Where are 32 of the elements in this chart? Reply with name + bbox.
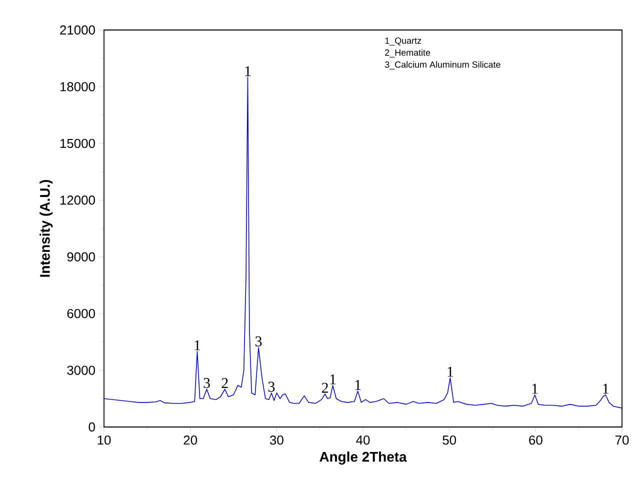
annotation: 2 [222,378,228,388]
annotation: 1 [448,366,454,377]
annotation: 3 [268,382,275,392]
x-tick-label: 50 [442,436,456,445]
y-tick-label: 3000 [67,366,95,375]
y-tick-label: 0 [88,422,95,432]
annotation: 3 [256,336,262,346]
annotation: 1 [330,374,336,384]
annotation: 1 [194,340,200,350]
annotation: 1_Quartz [385,37,422,46]
y-tick-label: 15000 [60,138,95,148]
annotation: 3 [204,378,210,388]
annotation: 1 [532,384,538,394]
y-tick-label: 12000 [60,196,95,205]
x-tick-label: 60 [529,436,542,445]
annotation: 1 [603,384,608,394]
y-tick-label: 18000 [60,82,95,92]
y-tick-label: 21000 [60,25,95,35]
annotation: 2 [322,382,328,393]
x-tick-label: 30 [270,436,284,445]
y-axis-title: Intensity (A.U.) [40,180,53,277]
y-tick-label: 6000 [67,308,95,318]
x-tick-label: 10 [98,436,111,445]
x-tick-label: 40 [356,436,370,445]
x-tick-label: 70 [615,436,629,445]
annotation: 3_Calcium Aluminum Silicate [384,61,500,70]
annotation: 1 [245,66,251,76]
annotation: 2_Hematite [385,49,430,58]
y-tick-label: 9000 [67,252,95,262]
x-tick-label: 20 [184,436,198,445]
annotation: 1 [355,380,361,390]
x-axis-title: Angle 2Theta [320,452,407,465]
